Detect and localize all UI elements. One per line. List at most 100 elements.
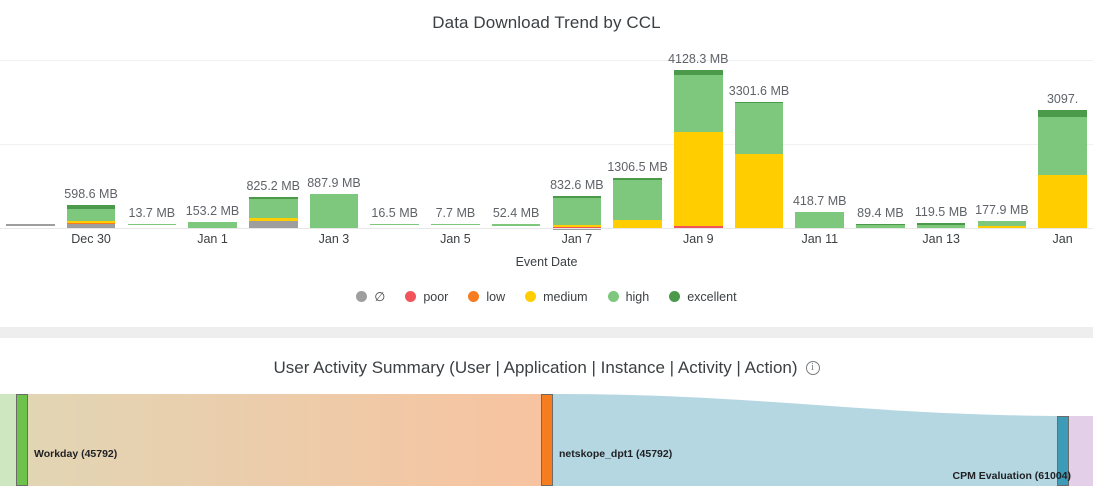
stacked-bar[interactable] (552, 196, 602, 230)
bar-group[interactable]: 832.6 MB (550, 60, 604, 230)
legend-item-medium[interactable]: medium (525, 290, 588, 304)
legend-item-low[interactable]: low (468, 290, 505, 304)
x-axis-tick: Jan 9 (683, 232, 714, 246)
bar-value-label: 89.4 MB (857, 206, 904, 220)
info-icon[interactable]: i (805, 361, 820, 375)
bar-segment-excellent (734, 102, 784, 104)
sankey-title-text: User Activity Summary (User | Applicatio… (273, 358, 798, 377)
bar-segment-high (66, 208, 116, 222)
bar-value-label: 177.9 MB (975, 203, 1029, 218)
bar-segment-high (856, 225, 905, 228)
bar-value-label: 13.7 MB (128, 206, 176, 220)
bar-group[interactable]: 7.7 MB (431, 60, 480, 228)
bar-group[interactable]: 52.4 MB (491, 60, 541, 228)
bar-value-label: 3097. (1046, 91, 1079, 106)
sankey-flow-netskope-cpm[interactable] (553, 394, 1057, 486)
x-axis-tick: Jan 11 (801, 232, 839, 246)
bar-segment-medium (1038, 174, 1087, 228)
bar-value-label: 832.6 MB (550, 178, 604, 193)
stacked-bar[interactable] (491, 224, 541, 228)
stacked-bar[interactable] (734, 102, 784, 229)
stacked-bar[interactable] (188, 222, 237, 228)
legend-swatch-icon (405, 291, 417, 302)
bar-segment-high (795, 212, 845, 228)
bar-group[interactable]: 1306.5 MB (607, 60, 668, 230)
bar-group[interactable]: 598.6 MB (64, 60, 118, 228)
stacked-bar[interactable] (674, 70, 723, 228)
bar-segment-medium (66, 221, 116, 223)
bar-group[interactable] (6, 60, 55, 228)
stacked-bar[interactable] (370, 224, 419, 228)
bar-segment-excellent (916, 223, 966, 225)
bar-segment-high (916, 224, 966, 229)
stacked-bar[interactable] (795, 212, 845, 228)
bar-segment-excellent (674, 70, 723, 75)
stacked-bar[interactable] (431, 224, 480, 228)
legend-item-high[interactable]: high (607, 289, 650, 304)
legend-item-null[interactable]: ∅ (356, 289, 385, 304)
stacked-bar[interactable] (309, 194, 359, 228)
bar-segment-poor (552, 226, 602, 229)
stacked-bar[interactable] (6, 224, 55, 228)
bar-segment-poor (674, 225, 723, 228)
sankey-flow-workday-netskope[interactable] (28, 394, 541, 486)
bar-group[interactable]: 3301.6 MB (729, 60, 789, 229)
stacked-bar[interactable] (977, 221, 1027, 228)
bar-group[interactable]: 4128.3 MB (668, 52, 729, 228)
x-axis-tick: Jan 3 (318, 232, 350, 246)
bar-value-label: 418.7 MB (792, 194, 847, 209)
bar-segment-medium (674, 132, 723, 226)
stacked-bar[interactable] (1038, 109, 1087, 228)
bar-value-label: 3301.6 MB (728, 84, 790, 98)
legend-item-poor[interactable]: poor (405, 290, 448, 304)
x-axis-tick: Jan 7 (561, 232, 593, 246)
stacked-bar[interactable] (916, 223, 966, 229)
bar-value-label: 887.9 MB (307, 176, 361, 191)
bar-group[interactable]: 177.9 MB (975, 60, 1029, 228)
bar-value-label: 4128.3 MB (668, 52, 729, 67)
chart-title: Data Download Trend by CCL (432, 13, 661, 32)
bar-segment-high (370, 224, 419, 226)
sankey-title: User Activity Summary (User | Applicatio… (0, 358, 1093, 378)
bar-segment-medium (248, 217, 298, 222)
stacked-bar[interactable] (613, 178, 662, 230)
bar-group[interactable]: 153.2 MB (185, 60, 240, 228)
legend-swatch-icon (525, 291, 537, 302)
bar-segment-∅ (66, 224, 116, 228)
bar-group[interactable]: 16.5 MB (370, 60, 419, 228)
stacked-bar[interactable] (66, 205, 116, 228)
bar-segment-high (734, 103, 784, 154)
bar-segment-high (613, 179, 662, 221)
bar-group[interactable]: 887.9 MB (307, 60, 361, 228)
chart-legend: ∅ poor low medium high excellent (0, 289, 1093, 304)
legend-item-excellent[interactable]: excellent (669, 290, 737, 304)
bar-value-label: 153.2 MB (185, 204, 240, 219)
bar-segment-high (491, 224, 541, 226)
sankey-node-workday[interactable] (16, 394, 28, 486)
bar-segment-high (977, 221, 1027, 226)
sankey-flow-cpm-outbound[interactable] (1069, 416, 1093, 486)
bar-group[interactable]: 825.2 MB (246, 60, 300, 229)
bar-group[interactable]: 89.4 MB (856, 60, 905, 228)
bar-group[interactable]: 119.5 MB (915, 60, 967, 229)
bar-group[interactable]: 3097. (1038, 60, 1087, 228)
bar-segment-medium (613, 220, 662, 228)
bar-value-label: 825.2 MB (246, 178, 300, 193)
bar-group[interactable]: 13.7 MB (127, 60, 177, 228)
stacked-bar[interactable] (127, 224, 177, 228)
sankey-node-netskope_dpt1[interactable] (541, 394, 553, 486)
sankey-diagram: Workday (45792) netskope_dpt1 (45792) CPM … (0, 394, 1093, 486)
bar-group[interactable]: 418.7 MB (792, 60, 847, 228)
bar-segment-medium (977, 225, 1027, 228)
stacked-bar[interactable] (248, 196, 298, 229)
x-axis-tick: Jan 13 (922, 232, 960, 246)
bar-segment-excellent (1038, 109, 1087, 118)
sankey-flow-inbound-workday[interactable] (0, 394, 16, 486)
bar-segment-medium (734, 153, 784, 229)
bar-segment-high (552, 197, 602, 225)
bar-segment-medium (552, 224, 602, 227)
stacked-bar[interactable] (856, 224, 905, 228)
legend-label: high (625, 289, 650, 304)
legend-label: low (486, 289, 506, 304)
sankey-node-label-netskope_dpt1: netskope_dpt1 (45792) (559, 448, 673, 460)
